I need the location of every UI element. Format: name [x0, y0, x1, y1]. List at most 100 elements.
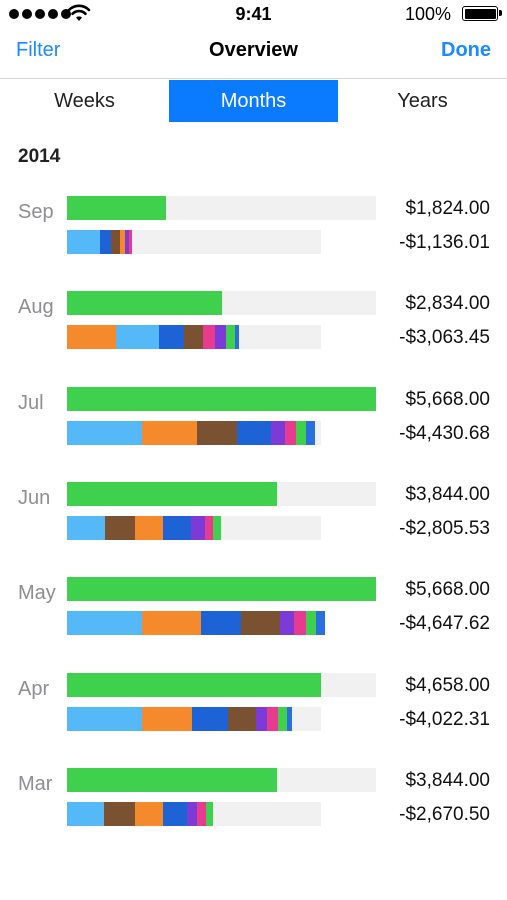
- expense-amount: -$2,670.50: [399, 803, 490, 825]
- expense-category-segment: [67, 325, 117, 350]
- income-amount: $5,668.00: [405, 388, 490, 410]
- done-button[interactable]: Done: [441, 39, 491, 61]
- expense-category-segment: [141, 706, 193, 731]
- expense-bar-track: [67, 230, 321, 254]
- expense-category-segment: [67, 515, 106, 540]
- expense-bar-track: [67, 515, 321, 540]
- expense-category-segment: [141, 420, 198, 445]
- expense-category-segment: [286, 706, 292, 731]
- expense-category-segment: [135, 515, 164, 540]
- tab-weeks[interactable]: Weeks: [54, 90, 115, 112]
- expense-category-segment: [67, 611, 142, 636]
- expense-amount: -$1,136.01: [399, 232, 490, 253]
- income-amount: $3,844.00: [405, 483, 490, 505]
- income-bar: [67, 577, 376, 602]
- expense-category-segment: [104, 801, 136, 826]
- expense-category-segment: [67, 420, 142, 445]
- income-bar-track: [67, 577, 376, 602]
- expense-category-segment: [120, 230, 127, 254]
- expense-category-segment: [186, 801, 197, 826]
- expense-category-segment: [158, 325, 184, 350]
- income-amount: $5,668.00: [405, 579, 490, 601]
- expense-amount: -$2,805.53: [399, 517, 490, 539]
- expense-category-segment: [240, 611, 281, 636]
- income-bar: [67, 672, 321, 697]
- income-amount: $3,844.00: [405, 769, 490, 791]
- month-label: Jun: [18, 486, 51, 509]
- expense-category-segment: [293, 611, 306, 636]
- income-amount: $2,834.00: [405, 293, 490, 315]
- income-bar-track: [67, 481, 376, 506]
- expense-category-segment: [315, 611, 325, 636]
- expense-category-segment: [163, 801, 187, 826]
- navigation-bar: Filter Overview Done: [0, 28, 507, 79]
- expense-category-segment: [214, 325, 226, 350]
- month-row[interactable]: Apr $4,658.00 -$4,022.31: [0, 672, 507, 753]
- month-row[interactable]: May $5,668.00 -$4,647.62: [0, 577, 507, 657]
- expense-category-segment: [67, 801, 105, 826]
- expense-amount: -$4,022.31: [399, 708, 490, 730]
- expense-category-segment: [141, 611, 201, 636]
- expense-category-segment: [163, 515, 191, 540]
- expense-category-segment: [212, 515, 221, 540]
- expense-category-segment: [236, 420, 272, 445]
- month-row[interactable]: Mar $3,844.00 -$2,670.50: [0, 767, 507, 848]
- income-bar-track: [67, 767, 376, 792]
- signal-strength-icon: [9, 9, 71, 19]
- expense-bar-track: [67, 420, 321, 445]
- expense-category-segment: [305, 611, 317, 636]
- expense-category-segment: [205, 801, 213, 826]
- expense-category-segment: [197, 420, 238, 445]
- income-bar-track: [67, 196, 376, 220]
- clock: 9:41: [235, 4, 272, 24]
- tab-years[interactable]: Years: [397, 90, 448, 112]
- expense-category-segment: [279, 611, 294, 636]
- expense-amount: -$3,063.45: [399, 327, 490, 349]
- income-bar: [67, 481, 277, 506]
- expense-amount: -$4,430.68: [399, 422, 490, 444]
- expense-category-segment: [183, 325, 204, 350]
- expense-category-segment: [105, 515, 136, 540]
- month-label: Sep: [18, 201, 54, 223]
- expense-category-segment: [266, 706, 278, 731]
- wifi-icon: [67, 4, 91, 21]
- month-row[interactable]: Jul $5,668.00 -$4,430.68: [0, 386, 507, 467]
- expense-category-segment: [100, 230, 113, 254]
- status-bar: 9:41 100%: [0, 0, 507, 28]
- expense-category-segment: [277, 706, 287, 731]
- expense-category-segment: [190, 515, 205, 540]
- expense-bar-track: [67, 706, 321, 731]
- expense-amount: -$4,647.62: [399, 613, 490, 635]
- income-amount: $1,824.00: [405, 198, 490, 219]
- filter-button[interactable]: Filter: [16, 39, 61, 61]
- income-bar: [67, 386, 376, 411]
- income-bar-track: [67, 386, 376, 411]
- expense-bar-track: [67, 325, 321, 350]
- month-label: Apr: [18, 677, 50, 700]
- month-row[interactable]: Sep $1,824.00 -$1,136.01: [0, 196, 507, 276]
- income-bar: [67, 291, 222, 316]
- expense-category-segment: [200, 611, 241, 636]
- expense-category-segment: [135, 801, 164, 826]
- expense-category-segment: [225, 325, 235, 350]
- expense-category-segment: [125, 230, 130, 254]
- expense-category-segment: [191, 706, 229, 731]
- tab-months[interactable]: Months: [169, 80, 338, 122]
- month-label: Mar: [18, 772, 53, 795]
- battery-percent: 100%: [404, 4, 451, 24]
- period-segmented-control: Weeks Months Years: [0, 80, 507, 122]
- month-label: May: [18, 582, 56, 605]
- income-bar-track: [67, 291, 376, 316]
- expense-category-segment: [228, 706, 257, 731]
- month-label: Aug: [18, 296, 54, 319]
- battery-icon: [462, 6, 502, 21]
- expense-category-segment: [234, 325, 239, 350]
- expense-category-segment: [129, 230, 133, 254]
- month-row[interactable]: Jun $3,844.00 -$2,805.53: [0, 481, 507, 562]
- income-bar: [67, 767, 277, 792]
- income-bar-track: [67, 672, 376, 697]
- page-title: Overview: [209, 39, 298, 61]
- expense-category-segment: [202, 325, 215, 350]
- month-row[interactable]: Aug $2,834.00 -$3,063.45: [0, 291, 507, 371]
- expense-category-segment: [204, 515, 213, 540]
